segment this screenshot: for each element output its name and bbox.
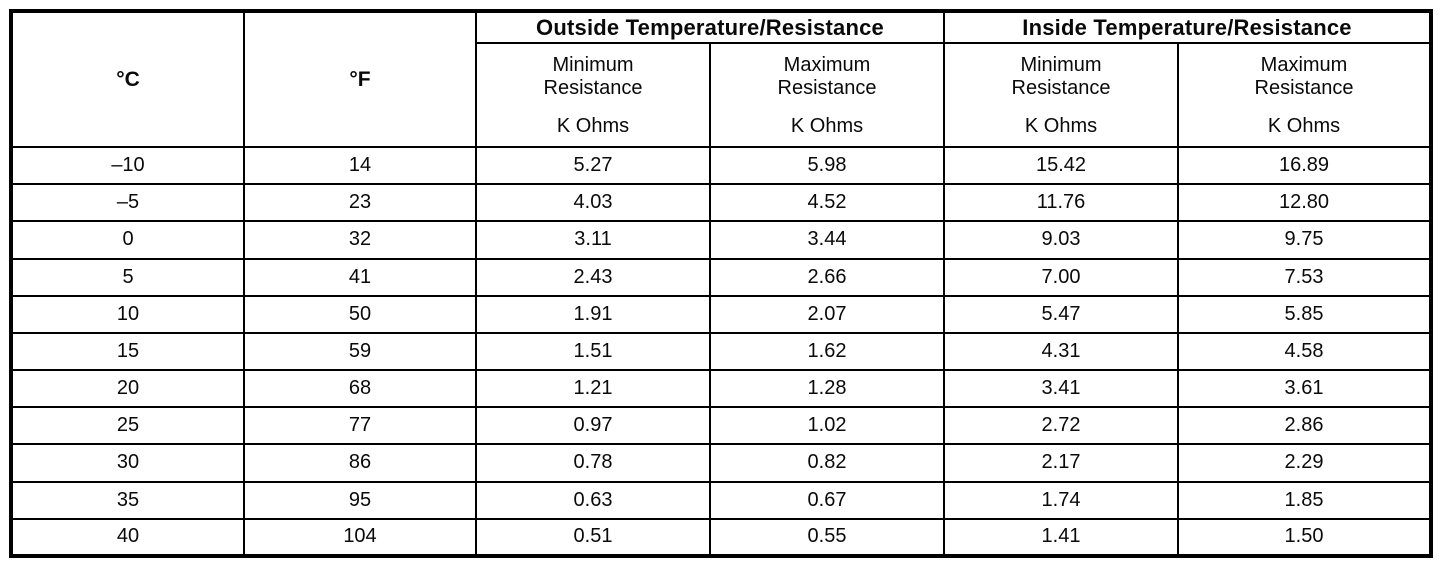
cell-outside-max: 4.52 (709, 183, 945, 223)
table-header: °C °F Outside Temperature/Resistance Ins… (10, 10, 1433, 148)
cell-fahrenheit: 32 (243, 220, 477, 260)
cell-inside-min: 9.03 (943, 220, 1179, 260)
cell-inside-max: 9.75 (1176, 220, 1433, 260)
cell-inside-min: 7.00 (943, 257, 1179, 297)
cell-outside-min: 2.43 (475, 257, 711, 297)
subheader-inside-max: Maximum Resistance K Ohms (1176, 42, 1433, 148)
cell-outside-max: 0.82 (709, 443, 945, 483)
cell-inside-min: 11.76 (943, 183, 1179, 223)
cell-celsius: 20 (10, 369, 245, 409)
temperature-resistance-table: °C °F Outside Temperature/Resistance Ins… (9, 9, 1434, 558)
subheader-inside-max-unit: K Ohms (1267, 115, 1341, 137)
cell-outside-min: 1.51 (475, 331, 711, 372)
cell-inside-min: 2.72 (943, 406, 1179, 446)
cell-celsius: 10 (10, 294, 245, 334)
cell-inside-max: 3.61 (1176, 369, 1433, 409)
cell-inside-min: 15.42 (943, 145, 1179, 186)
cell-outside-min: 0.78 (475, 443, 711, 483)
cell-outside-min: 4.03 (475, 183, 711, 223)
sub-header-row: Minimum Resistance K Ohms Maximum Resist… (11, 42, 1433, 148)
subheader-outside-max-unit: K Ohms (790, 115, 864, 137)
table-row: 20 68 1.21 1.28 3.41 3.61 (10, 369, 1433, 409)
cell-outside-max: 2.07 (709, 294, 945, 334)
cell-fahrenheit: 68 (243, 369, 477, 409)
cell-outside-max: 1.62 (709, 331, 945, 372)
subheader-outside-max-label: Maximum Resistance (777, 54, 877, 99)
cell-fahrenheit: 59 (243, 331, 477, 372)
cell-outside-max: 1.28 (709, 369, 945, 409)
cell-inside-max: 12.80 (1176, 183, 1433, 223)
cell-inside-min: 5.47 (943, 294, 1179, 334)
table-row: 35 95 0.63 0.67 1.74 1.85 (10, 480, 1433, 520)
subheader-inside-min-unit: K Ohms (1024, 115, 1098, 137)
header-fahrenheit: °F (243, 10, 477, 148)
cell-inside-max: 4.58 (1176, 331, 1433, 372)
cell-outside-max: 0.67 (709, 480, 945, 520)
cell-outside-min: 1.21 (475, 369, 711, 409)
cell-inside-max: 2.29 (1176, 443, 1433, 483)
cell-fahrenheit: 86 (243, 443, 477, 483)
cell-inside-min: 4.31 (943, 331, 1179, 372)
subheader-outside-max: Maximum Resistance K Ohms (709, 42, 945, 148)
table-row: 40 104 0.51 0.55 1.41 1.50 (10, 517, 1433, 558)
cell-outside-max: 0.55 (709, 517, 945, 558)
cell-celsius: 15 (10, 331, 245, 372)
table-row: 25 77 0.97 1.02 2.72 2.86 (10, 406, 1433, 446)
table-row: 0 32 3.11 3.44 9.03 9.75 (10, 220, 1433, 260)
subheader-inside-min: Minimum Resistance K Ohms (943, 42, 1179, 148)
cell-celsius: 0 (10, 220, 245, 260)
subheader-outside-min-unit: K Ohms (556, 115, 630, 137)
table-row: 30 86 0.78 0.82 2.17 2.29 (10, 443, 1433, 483)
cell-inside-min: 1.41 (943, 517, 1179, 558)
cell-celsius: 5 (10, 257, 245, 297)
group-header-inside: Inside Temperature/Resistance (942, 10, 1433, 44)
table-row: 10 50 1.91 2.07 5.47 5.85 (10, 294, 1433, 334)
cell-celsius: –10 (10, 145, 245, 186)
cell-fahrenheit: 95 (243, 480, 477, 520)
cell-inside-max: 16.89 (1176, 145, 1433, 186)
cell-inside-min: 3.41 (943, 369, 1179, 409)
cell-fahrenheit: 50 (243, 294, 477, 334)
cell-fahrenheit: 41 (243, 257, 477, 297)
cell-inside-max: 5.85 (1176, 294, 1433, 334)
cell-inside-min: 1.74 (943, 480, 1179, 520)
header-celsius: °C (10, 10, 245, 148)
group-header-row: °C °F Outside Temperature/Resistance Ins… (10, 10, 1433, 148)
cell-fahrenheit: 23 (243, 183, 477, 223)
cell-inside-max: 7.53 (1176, 257, 1433, 297)
cell-outside-min: 5.27 (475, 145, 711, 186)
cell-fahrenheit: 77 (243, 406, 477, 446)
cell-outside-max: 3.44 (709, 220, 945, 260)
cell-inside-min: 2.17 (943, 443, 1179, 483)
cell-celsius: 25 (10, 406, 245, 446)
cell-inside-max: 1.85 (1176, 480, 1433, 520)
table-row: –5 23 4.03 4.52 11.76 12.80 (10, 183, 1433, 223)
subheader-outside-min: Minimum Resistance K Ohms (475, 42, 711, 148)
cell-celsius: 30 (10, 443, 245, 483)
subheader-inside-min-label: Minimum Resistance (1011, 54, 1111, 99)
cell-celsius: 40 (10, 517, 245, 558)
table-row: 5 41 2.43 2.66 7.00 7.53 (10, 257, 1433, 297)
cell-inside-max: 2.86 (1176, 406, 1433, 446)
table-row: 15 59 1.51 1.62 4.31 4.58 (10, 331, 1433, 372)
cell-outside-min: 0.51 (475, 517, 711, 558)
cell-fahrenheit: 14 (243, 145, 477, 186)
cell-celsius: 35 (10, 480, 245, 520)
cell-fahrenheit: 104 (243, 517, 477, 558)
cell-inside-max: 1.50 (1176, 517, 1433, 558)
cell-outside-min: 1.91 (475, 294, 711, 334)
cell-outside-min: 0.97 (475, 406, 711, 446)
table-body: –10 14 5.27 5.98 15.42 16.89 –5 23 4.03 4.52 11.76… (10, 145, 1433, 558)
table-row: –10 14 5.27 5.98 15.42 16.89 (10, 145, 1433, 186)
cell-outside-max: 2.66 (709, 257, 945, 297)
cell-outside-max: 5.98 (709, 145, 945, 186)
cell-outside-max: 1.02 (709, 406, 945, 446)
cell-celsius: –5 (10, 183, 245, 223)
cell-outside-min: 3.11 (475, 220, 711, 260)
subheader-inside-max-label: Maximum Resistance (1254, 54, 1354, 99)
group-header-outside: Outside Temperature/Resistance (475, 10, 945, 44)
cell-outside-min: 0.63 (475, 480, 711, 520)
subheader-outside-min-label: Minimum Resistance (543, 54, 643, 99)
